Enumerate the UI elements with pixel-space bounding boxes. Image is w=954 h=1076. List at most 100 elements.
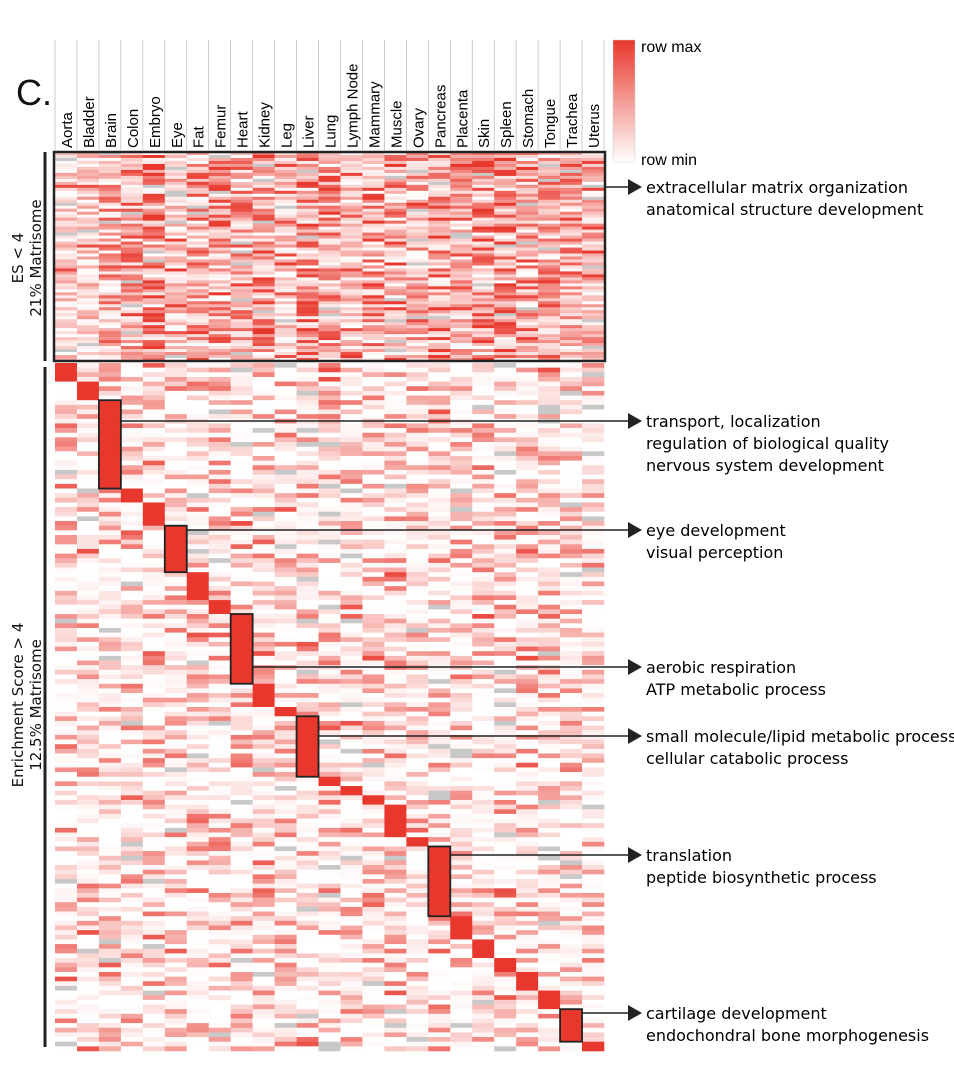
heatmap-cell — [362, 455, 385, 461]
heatmap-cell — [208, 897, 231, 903]
heatmap-cell — [406, 604, 429, 610]
heatmap-cell — [296, 925, 319, 931]
heatmap-cell — [318, 572, 341, 578]
heatmap-cell — [384, 567, 407, 573]
heatmap-cell — [274, 693, 297, 698]
heatmap-cell — [98, 301, 122, 305]
heatmap-cell — [208, 823, 231, 829]
heatmap-cell — [142, 152, 166, 156]
heatmap-cell — [230, 860, 253, 866]
heatmap-cell — [230, 211, 253, 215]
heatmap-cell — [230, 851, 253, 857]
heatmap-cell — [120, 238, 144, 242]
heatmap-cell — [76, 799, 100, 805]
heatmap-cell — [428, 934, 451, 940]
heatmap-cell — [142, 154, 166, 159]
heatmap-cell — [428, 739, 451, 745]
heatmap-cell — [274, 363, 297, 368]
heatmap-cell — [55, 851, 78, 857]
heatmap-cell — [450, 152, 473, 156]
heatmap-cell — [560, 390, 583, 396]
heatmap-cell — [494, 558, 517, 564]
heatmap-cell — [98, 618, 122, 624]
heatmap-cell — [230, 804, 253, 810]
heatmap-cell — [186, 758, 210, 764]
column-label: Femur — [213, 105, 230, 148]
heatmap-cell — [472, 340, 495, 344]
heatmap-cell — [142, 196, 166, 201]
heatmap-cell — [274, 730, 297, 736]
heatmap-cell — [230, 511, 253, 517]
heatmap-cell — [516, 307, 539, 311]
heatmap-cell — [406, 827, 429, 833]
heatmap-cell — [274, 358, 297, 362]
heatmap-cell — [208, 241, 231, 245]
heatmap-cell — [296, 163, 319, 168]
heatmap-cell — [384, 716, 407, 722]
heatmap-cell — [208, 502, 231, 508]
heatmap-cell — [318, 226, 341, 230]
heatmap-cell — [450, 846, 473, 852]
heatmap-cell — [76, 178, 100, 183]
heatmap-cell — [428, 688, 451, 694]
heatmap-cell — [142, 163, 166, 168]
heatmap-cell — [76, 208, 100, 213]
heatmap-cell — [296, 939, 319, 945]
heatmap-cell — [318, 241, 341, 245]
heatmap-cell — [98, 948, 122, 954]
heatmap-cell — [186, 586, 210, 592]
heatmap-cell — [164, 432, 188, 438]
heatmap-cell — [472, 465, 495, 471]
heatmap-cell — [582, 525, 605, 531]
heatmap-cell — [516, 711, 539, 717]
heatmap-cell — [516, 906, 539, 912]
heatmap-cell — [384, 196, 407, 201]
heatmap-cell — [516, 241, 539, 245]
heatmap-cell — [340, 795, 363, 801]
heatmap-cell — [450, 283, 473, 287]
heatmap-cell — [450, 883, 473, 889]
heatmap-cell — [582, 175, 605, 180]
heatmap-cell — [252, 334, 275, 338]
heatmap-cell — [516, 948, 539, 954]
heatmap-cell — [230, 646, 253, 652]
heatmap-cell — [142, 869, 166, 875]
heatmap-cell — [208, 250, 231, 254]
heatmap-cell — [494, 609, 517, 615]
heatmap-cell — [516, 208, 539, 213]
heatmap-cell — [274, 172, 297, 177]
heatmap-cell — [560, 767, 583, 773]
heatmap-cell — [296, 319, 319, 323]
heatmap-cell — [516, 423, 539, 429]
heatmap-cell — [582, 879, 605, 884]
heatmap-cell — [296, 618, 319, 624]
heatmap-cell — [252, 641, 275, 647]
heatmap-cell — [472, 669, 495, 675]
heatmap-cell — [142, 600, 166, 606]
heatmap-cell — [450, 238, 473, 242]
heatmap-cell — [472, 679, 495, 685]
heatmap-cell — [538, 157, 561, 162]
heatmap-cell — [208, 310, 231, 314]
heatmap-cell — [55, 199, 78, 204]
heatmap-cell — [582, 600, 605, 606]
heatmap-cell — [252, 869, 275, 875]
heatmap-cell — [142, 322, 166, 326]
heatmap-cell — [186, 669, 210, 675]
heatmap-cell — [142, 211, 166, 215]
heatmap-cell — [120, 688, 144, 694]
heatmap-cell — [120, 226, 144, 230]
heatmap-cell — [274, 627, 297, 633]
heatmap-cell — [406, 340, 429, 344]
heatmap-cell — [362, 516, 385, 522]
heatmap-cell — [362, 683, 385, 689]
heatmap-cell — [428, 776, 451, 782]
heatmap-cell — [296, 193, 319, 198]
heatmap-cell — [560, 558, 583, 564]
heatmap-cell — [120, 337, 144, 341]
heatmap-cell — [384, 641, 407, 647]
heatmap-cell — [296, 944, 319, 950]
heatmap-cell — [450, 355, 473, 359]
heatmap-cell — [76, 697, 100, 703]
heatmap-cell — [582, 669, 605, 675]
